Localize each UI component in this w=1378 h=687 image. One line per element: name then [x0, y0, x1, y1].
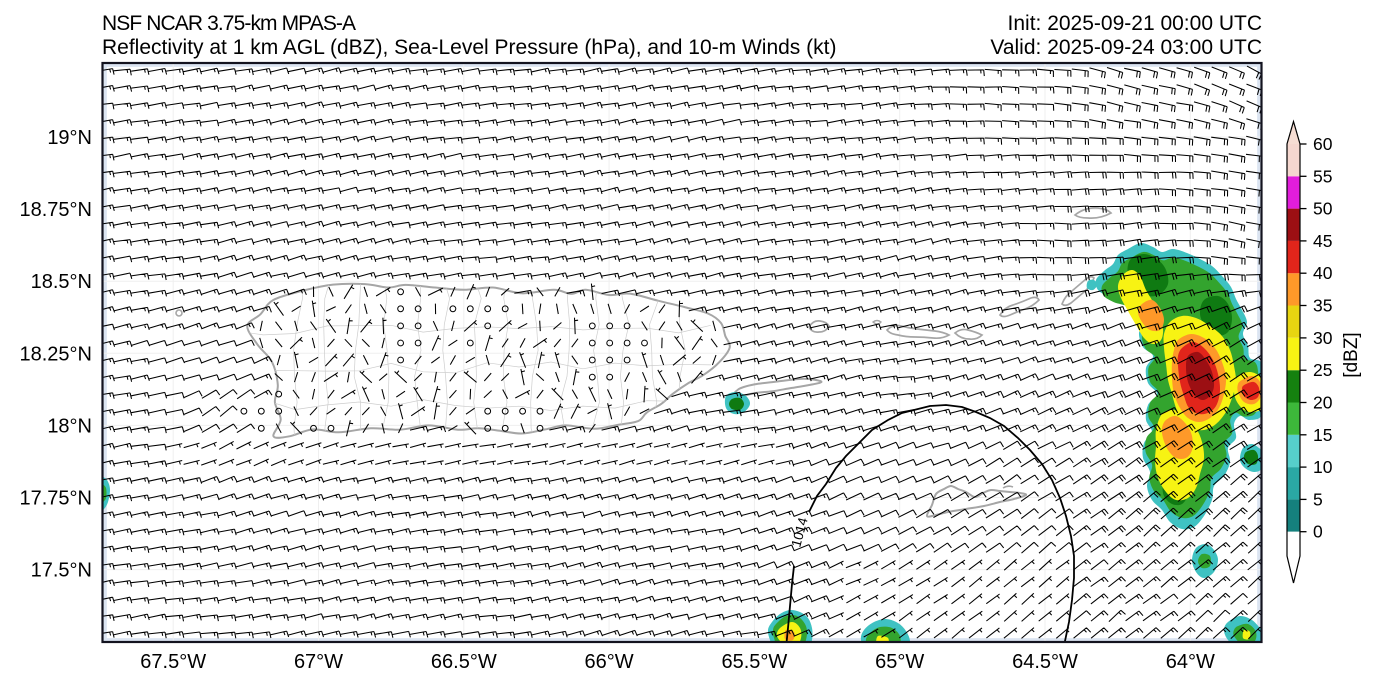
svg-text:NSF NCAR 3.75-km MPAS-A: NSF NCAR 3.75-km MPAS-A — [102, 12, 356, 35]
svg-text:25: 25 — [1313, 360, 1332, 380]
svg-text:19°N: 19°N — [47, 127, 92, 149]
svg-text:67.5°W: 67.5°W — [140, 651, 206, 673]
svg-text:55: 55 — [1313, 166, 1332, 186]
svg-text:[dBZ]: [dBZ] — [1341, 332, 1362, 377]
svg-text:65.5°W: 65.5°W — [721, 651, 787, 673]
svg-text:64°W: 64°W — [1166, 651, 1215, 673]
svg-text:64.5°W: 64.5°W — [1012, 651, 1078, 673]
svg-text:50: 50 — [1313, 199, 1333, 219]
svg-text:18.25°N: 18.25°N — [20, 343, 93, 365]
svg-text:40: 40 — [1313, 263, 1333, 283]
svg-text:30: 30 — [1313, 328, 1333, 348]
svg-text:18.75°N: 18.75°N — [20, 199, 93, 221]
svg-text:18.5°N: 18.5°N — [31, 271, 92, 293]
svg-text:Reflectivity at 1 km AGL (dBZ): Reflectivity at 1 km AGL (dBZ), Sea-Leve… — [102, 36, 836, 59]
svg-text:10: 10 — [1313, 457, 1333, 477]
svg-text:0: 0 — [1313, 522, 1323, 542]
svg-text:15: 15 — [1313, 425, 1332, 445]
svg-text:66.5°W: 66.5°W — [431, 651, 497, 673]
svg-text:45: 45 — [1313, 231, 1332, 251]
svg-text:5: 5 — [1313, 489, 1323, 509]
svg-text:Init: 2025-09-21 00:00 UTC: Init: 2025-09-21 00:00 UTC — [1008, 12, 1262, 35]
svg-text:17.5°N: 17.5°N — [31, 560, 92, 582]
svg-text:20: 20 — [1313, 393, 1333, 413]
svg-text:67°W: 67°W — [294, 651, 343, 673]
svg-text:60: 60 — [1313, 134, 1333, 154]
svg-text:Valid: 2025-09-24 03:00 UTC: Valid: 2025-09-24 03:00 UTC — [990, 36, 1262, 59]
svg-text:65°W: 65°W — [875, 651, 924, 673]
svg-text:18°N: 18°N — [47, 415, 92, 437]
svg-text:66°W: 66°W — [585, 651, 634, 673]
svg-text:17.75°N: 17.75°N — [20, 488, 93, 510]
svg-text:35: 35 — [1313, 296, 1332, 316]
